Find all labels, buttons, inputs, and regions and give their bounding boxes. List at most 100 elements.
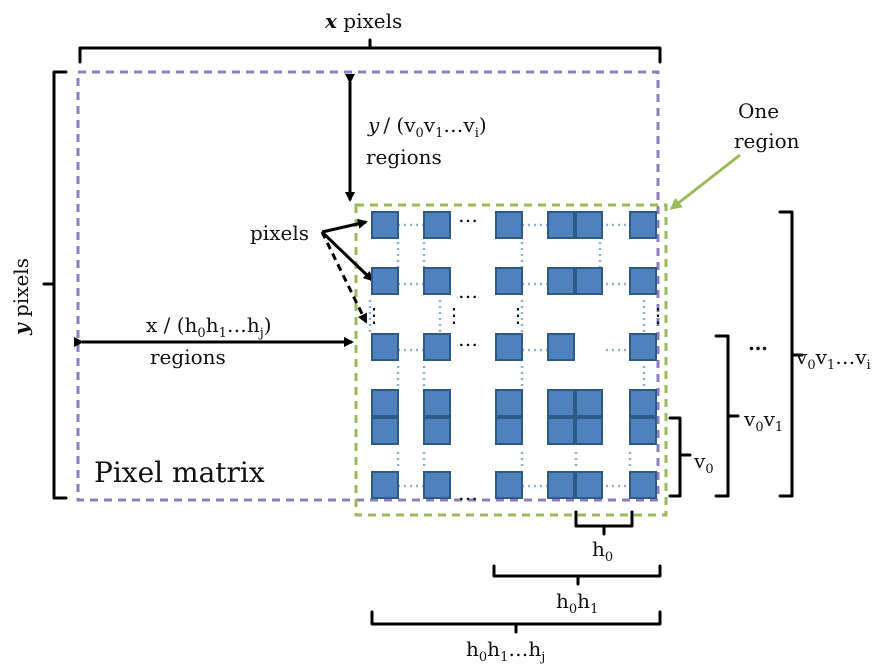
pixel-cell: [547, 333, 575, 361]
h0h1-label: h0h1: [556, 589, 598, 617]
v0v1vi-vi: v: [854, 345, 867, 369]
pixel-cell: [423, 333, 451, 361]
x-pixels-rest: pixels: [343, 9, 402, 33]
grid-ellipsis-bottom: …: [458, 481, 478, 505]
v0v1-v1: v: [763, 407, 776, 431]
x-div-sub0: 0: [197, 326, 205, 341]
pixel-cell: [495, 417, 523, 445]
h0-h: h: [592, 537, 605, 561]
pixel-cell: [629, 333, 657, 361]
y-div-close: ): [479, 113, 487, 137]
y-div-ellipsis: …: [443, 113, 463, 137]
pixel-cell: [547, 267, 575, 295]
y-div-label: y / (v0v1…vi): [367, 113, 487, 141]
pixel-cell: [575, 417, 603, 445]
h0h1hj-sub1: 1: [500, 650, 508, 665]
h0h1hj-hj: h: [528, 637, 541, 661]
one-region-label-1: One: [738, 99, 779, 123]
one-region-label-2: region: [734, 129, 800, 153]
x-div-ellipsis: …: [227, 313, 247, 337]
pixel-cell: [547, 471, 575, 499]
y-div-sub0: 0: [416, 126, 424, 141]
v0v1vi-subi: i: [867, 358, 871, 373]
x-div-hj: h: [247, 313, 260, 337]
y-div-rest: / (v: [383, 113, 416, 137]
x-div-label: x / (h0h1…hj): [146, 313, 272, 341]
v0v1vi-sub1: 1: [827, 358, 835, 373]
connector-dots: [368, 300, 646, 336]
pixel-cell: [629, 389, 657, 417]
x-div-h1: h: [206, 313, 219, 337]
pixel-cell: [547, 211, 575, 239]
h0-label: h0: [592, 537, 613, 565]
connector-dots: [396, 223, 426, 286]
v0-sub: 0: [705, 462, 713, 477]
x-pixels-italic: x: [324, 9, 338, 33]
h0h1hj-h0: h: [466, 637, 479, 661]
y-div-sub1: 1: [435, 126, 443, 141]
pixel-cell: [629, 471, 657, 499]
pixel-cell: [423, 389, 451, 417]
v0v1-v0: v: [743, 407, 756, 431]
grid-vellipsis-1: ⋮: [364, 303, 384, 327]
v0v1vi-ellipsis: …: [835, 345, 855, 369]
v0v1-sub1: 1: [775, 420, 783, 435]
grid-ellipsis-row3: …: [458, 327, 478, 351]
x-regions-label: regions: [150, 345, 226, 369]
pixel-cell: [495, 333, 523, 361]
x-div-sub1: 1: [219, 326, 227, 341]
h0-sub: 0: [605, 550, 613, 565]
pixel-cell: [423, 267, 451, 295]
h0h1hj-label: h0h1…hj: [466, 637, 545, 665]
pixels-label: pixels: [250, 221, 309, 245]
h0h1-sub0: 0: [569, 602, 577, 617]
h0-brace: [574, 510, 634, 536]
v0v1-brace: [714, 334, 740, 498]
pixel-cell: [495, 211, 523, 239]
y-regions-label: regions: [366, 145, 442, 169]
h0h1hj-brace: [370, 610, 662, 634]
v0v1vi-v0: v: [795, 345, 808, 369]
y-div-vi: v: [462, 113, 475, 137]
region-border: [354, 203, 668, 517]
pixel-cell: [575, 267, 603, 295]
pixel-cell: [575, 211, 603, 239]
y-pixels-rest: pixels: [9, 258, 33, 317]
h0h1-brace: [492, 564, 662, 586]
pixel-cell: [371, 417, 399, 445]
y-pixels-label: y pixels: [9, 258, 33, 336]
pixel-cell: [371, 333, 399, 361]
pixel-cell: [371, 211, 399, 239]
x-pixels-label: x pixels: [324, 9, 402, 33]
pixel-cell: [547, 417, 575, 445]
grid-vellipsis-4: ⋮: [648, 303, 668, 327]
pixel-cell: [423, 417, 451, 445]
h0h1hj-ellipsis: …: [508, 637, 528, 661]
y-div-subi: i: [475, 126, 479, 141]
y-div-italic: y: [367, 113, 380, 137]
one-region-arrow: [669, 153, 741, 210]
connector-dots: [520, 348, 646, 488]
pixel-cell: [371, 389, 399, 417]
grid-vellipsis-2: ⋮: [444, 303, 464, 327]
pixel-grid: [368, 211, 657, 499]
v0v1vi-label: v0v1…vi: [795, 345, 871, 373]
v0v1-label: v0v1: [743, 407, 783, 435]
pixel-cell: [495, 471, 523, 499]
pixel-matrix-label: Pixel matrix: [94, 456, 265, 489]
v0v1vi-v1: v: [815, 345, 828, 369]
x-div-subj: j: [258, 326, 264, 341]
pixel-cell: [371, 267, 399, 295]
h0h1hj-sub0: 0: [479, 650, 487, 665]
y-pixels-brace: [42, 70, 68, 500]
h0h1-h1: h: [577, 589, 590, 613]
y-pixels-italic: y: [9, 322, 33, 336]
h0h1-sub1: 1: [590, 602, 598, 617]
v0-v: v: [693, 449, 706, 473]
h0h1-h0: h: [556, 589, 569, 613]
pixels-arrow-1: [321, 218, 368, 234]
connector-dots: [396, 348, 426, 488]
pixel-cell: [495, 389, 523, 417]
h0h1hj-h1: h: [487, 637, 500, 661]
